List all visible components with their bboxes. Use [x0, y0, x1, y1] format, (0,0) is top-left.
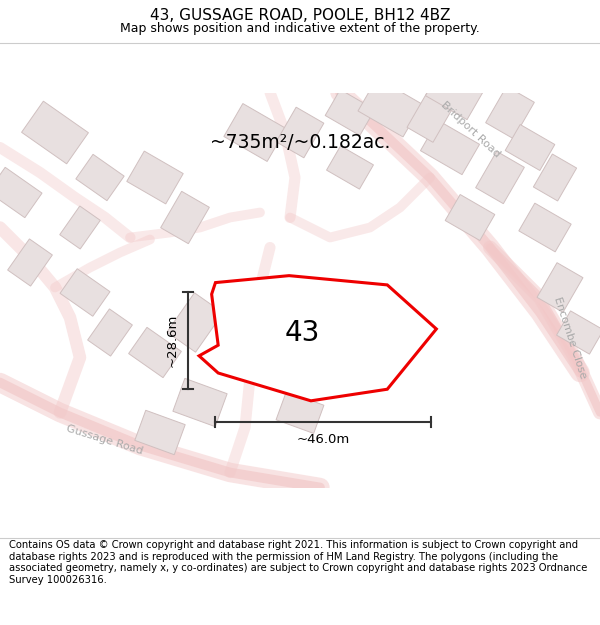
Polygon shape — [173, 378, 227, 427]
Polygon shape — [476, 151, 524, 204]
Polygon shape — [505, 124, 555, 171]
Polygon shape — [199, 276, 436, 401]
Polygon shape — [127, 151, 183, 204]
Polygon shape — [276, 107, 324, 158]
Polygon shape — [358, 78, 422, 137]
Polygon shape — [135, 410, 185, 455]
Polygon shape — [60, 269, 110, 316]
Polygon shape — [445, 194, 495, 241]
Polygon shape — [533, 154, 577, 201]
Polygon shape — [88, 309, 133, 356]
Text: Bridport Road: Bridport Road — [439, 99, 502, 159]
Polygon shape — [485, 86, 535, 139]
Text: ~28.6m: ~28.6m — [166, 314, 179, 368]
Polygon shape — [8, 239, 52, 286]
Text: Contains OS data © Crown copyright and database right 2021. This information is : Contains OS data © Crown copyright and d… — [9, 540, 587, 585]
Polygon shape — [161, 191, 209, 244]
Polygon shape — [407, 92, 453, 142]
Polygon shape — [22, 101, 88, 164]
Text: 43, GUSSAGE ROAD, POOLE, BH12 4BZ: 43, GUSSAGE ROAD, POOLE, BH12 4BZ — [150, 9, 450, 24]
Polygon shape — [128, 328, 181, 378]
Text: Map shows position and indicative extent of the property.: Map shows position and indicative extent… — [120, 22, 480, 35]
Polygon shape — [276, 392, 324, 433]
Polygon shape — [60, 206, 100, 249]
Text: ~735m²/~0.182ac.: ~735m²/~0.182ac. — [210, 133, 390, 152]
Polygon shape — [325, 89, 375, 136]
Text: ~46.0m: ~46.0m — [296, 433, 350, 446]
Polygon shape — [519, 203, 571, 252]
Polygon shape — [537, 262, 583, 312]
Text: 43: 43 — [284, 319, 320, 347]
Polygon shape — [167, 292, 223, 352]
Polygon shape — [421, 121, 479, 174]
Polygon shape — [425, 66, 485, 119]
Text: Encombe Close: Encombe Close — [552, 295, 588, 380]
Polygon shape — [76, 154, 124, 201]
Text: Gussage Road: Gussage Road — [65, 423, 145, 456]
Polygon shape — [557, 311, 600, 354]
Polygon shape — [0, 168, 42, 217]
Polygon shape — [224, 104, 286, 161]
Polygon shape — [326, 146, 373, 189]
